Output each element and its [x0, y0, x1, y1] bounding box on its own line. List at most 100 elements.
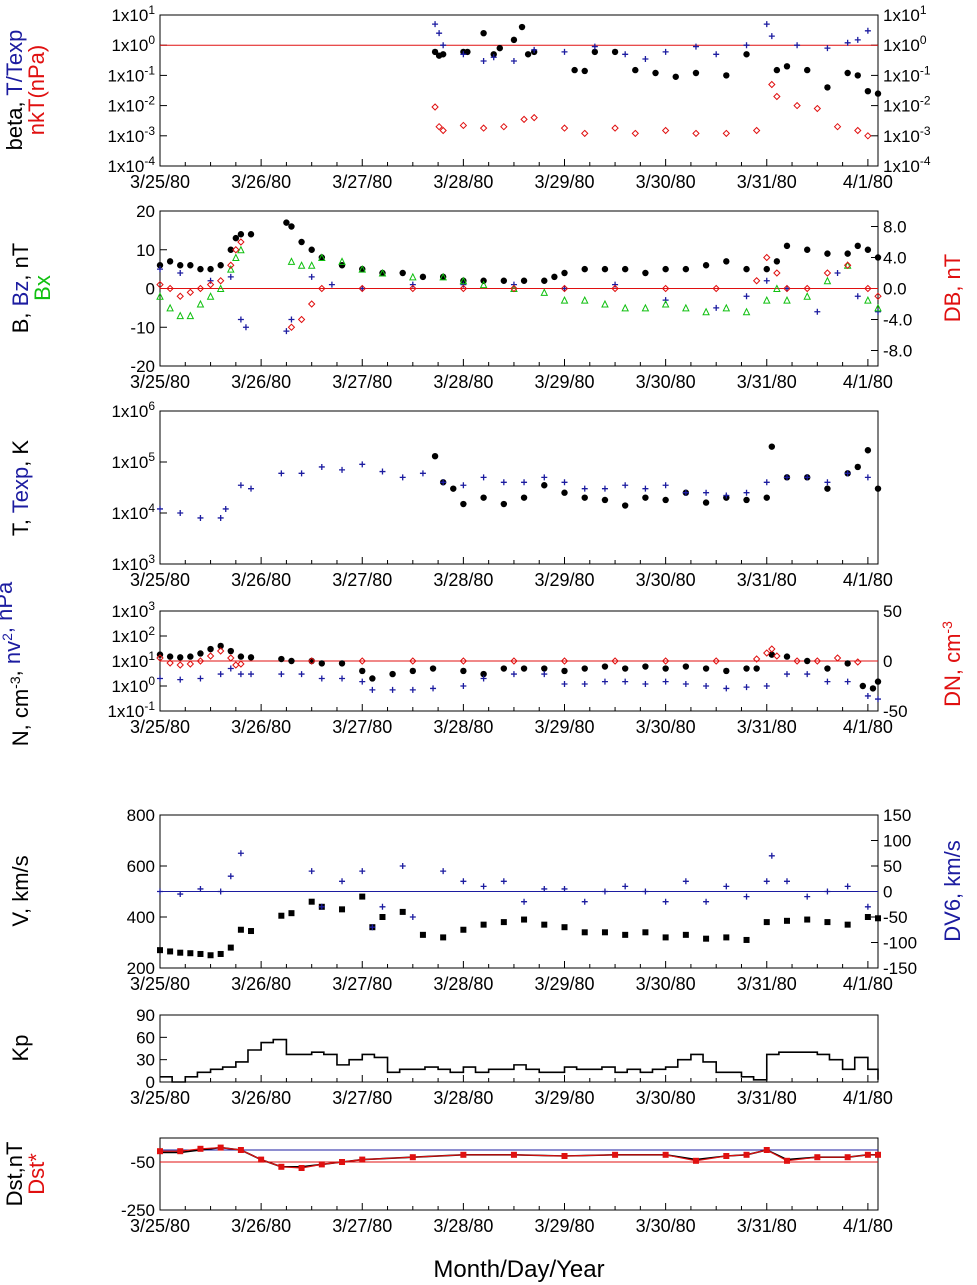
panel-7-x-tick-label: 3/28/80	[433, 1216, 493, 1236]
panel-6-x-tick-label: 3/31/80	[737, 1088, 797, 1108]
panel-2-b-point	[854, 242, 861, 250]
panel-1-nkt-npa--point	[520, 115, 528, 124]
panel-2-bz-point	[207, 277, 214, 284]
panel-4-n-point	[288, 657, 295, 665]
panel-4-nv2-point	[682, 681, 689, 688]
panel-2-y2-title: DB, nT	[940, 254, 965, 322]
panel-1-x-tick-label: 3/26/80	[231, 172, 291, 192]
panel-7-dst--point	[875, 1151, 881, 1158]
panel-1-nkt-npa--point	[500, 123, 508, 131]
panel-2-b-point	[783, 242, 791, 250]
panel-4-dn-point	[833, 654, 842, 662]
panel-1-nkt-npa--point	[752, 126, 761, 135]
panel-4-n-point	[480, 670, 487, 678]
panel-1-beta-point	[480, 29, 487, 37]
panel-1-beta-point	[510, 36, 518, 44]
panel-5-v-point	[440, 934, 447, 941]
panel-1-nkt-npa--point	[431, 103, 439, 111]
panel-5-v-point	[541, 921, 548, 928]
panel-2-b-point	[743, 265, 750, 273]
panel-3-x-tick-label: 3/29/80	[534, 570, 594, 590]
panel-7-x-tick-label: 3/27/80	[332, 1216, 392, 1236]
panel-7-y-title-2: Dst*	[24, 1153, 49, 1195]
panel-5-v-point	[288, 910, 295, 917]
panel-2-db-point	[560, 284, 569, 293]
panel-4-y2-tick-label: 0	[883, 652, 892, 671]
panel-5-dv6-point	[824, 888, 831, 895]
panel-2-b-point	[283, 219, 290, 226]
panel-3-t-point	[743, 496, 750, 504]
panel-1-nkt-npa--point	[692, 129, 700, 138]
panel-1-beta-point	[632, 66, 639, 74]
panel-4-n-point	[318, 660, 326, 667]
panel-5-v-point	[682, 931, 689, 938]
panel-6-x-tick-label: 3/25/80	[130, 1088, 190, 1108]
panel-1-beta-point	[591, 48, 599, 56]
panel-5-v-point	[763, 919, 770, 926]
panel-4-nv2-point	[824, 678, 831, 685]
panel-2-bx-point	[156, 292, 164, 300]
panel-2-bx-point	[317, 253, 326, 261]
panel-2-db-point	[206, 280, 215, 289]
panel-4-nv2-point	[298, 671, 305, 678]
panel-5-y-title: V, km/s	[8, 855, 33, 926]
panel-1-y-tick-label: 1x10-1	[107, 63, 155, 85]
panel-4-n-point	[682, 663, 690, 670]
panel-5-x-tick-label: 3/25/80	[130, 974, 190, 994]
panel-2-bz-point	[237, 316, 244, 323]
panel-2-bx-point	[232, 253, 240, 261]
panel-2-db-point	[661, 284, 670, 293]
panel-3-t-point	[864, 447, 872, 454]
panel-7-dst--point	[298, 1165, 305, 1171]
panel-5-dv6-point	[662, 898, 669, 905]
panel-7-dst--point	[237, 1147, 244, 1153]
panel-4-n-point	[166, 653, 174, 660]
panel-7-frame	[159, 1137, 879, 1211]
panel-2-b-point	[723, 258, 730, 265]
panel-2-bx-point	[580, 296, 589, 304]
panel-2-y-tick-label: 0	[146, 280, 155, 299]
panel-1-y-tick-label: 1x10-2	[107, 94, 155, 116]
panel-5-dv6-point	[521, 898, 528, 905]
panel-3-texp-point	[682, 489, 689, 496]
panel-2-bx-point	[560, 296, 569, 304]
panel-3-texp-point	[864, 474, 871, 481]
panel-3-texp-point	[222, 505, 229, 512]
panel-7-dst--point	[662, 1151, 669, 1158]
panel-5-v-point	[783, 917, 790, 924]
panel-2-b-point	[824, 250, 831, 257]
panel-5-dv6-point	[763, 878, 770, 885]
panel-2-y2-tick-label: 4.0	[883, 249, 907, 268]
panel-4-dn-point	[773, 652, 781, 660]
panel-1-nkt-npa--point	[864, 132, 872, 140]
panel-2-bx-point	[196, 299, 205, 308]
panel-2-x-tick-label: 4/1/80	[843, 372, 893, 392]
panel-6-x-tick-label: 3/26/80	[231, 1088, 291, 1108]
panel-3-texp-point	[197, 514, 204, 521]
panel-7-dst--point	[763, 1147, 770, 1153]
panel-3-t-point	[642, 494, 649, 501]
panel-1-nkt-npa--point	[768, 80, 776, 89]
panel-7-x-tick-label: 3/31/80	[737, 1216, 797, 1236]
panel-3-texp-point	[804, 474, 811, 481]
panel-7-dst--point	[258, 1156, 265, 1163]
panel-4-y2-tick-label: -50	[883, 702, 908, 721]
panel-2-bx-point	[702, 307, 710, 316]
panel-4-nv2-point	[197, 675, 204, 682]
panel-2-x-tick-label: 3/31/80	[737, 372, 797, 392]
panel-2-bx-point	[206, 292, 215, 300]
panel-1-beta-point	[431, 48, 439, 56]
panel-2-b-point	[460, 277, 467, 284]
panel-1-x-tick-label: 3/29/80	[534, 172, 594, 192]
panel-3-texp-point	[601, 485, 608, 492]
panel-5-dv6-point	[177, 891, 184, 898]
panel-4-dn-point	[560, 657, 569, 665]
panel-1-beta-point	[864, 87, 872, 95]
panel-5-v-point	[703, 935, 710, 942]
panel-7-dst--point	[844, 1154, 851, 1161]
panel-5-dv6-point	[864, 903, 871, 910]
panel-2-db-point	[358, 284, 366, 293]
panel-4-n-point	[389, 670, 396, 678]
panel-7-dst--point	[339, 1159, 346, 1165]
panel-3-x-tick-label: 3/25/80	[130, 570, 190, 590]
